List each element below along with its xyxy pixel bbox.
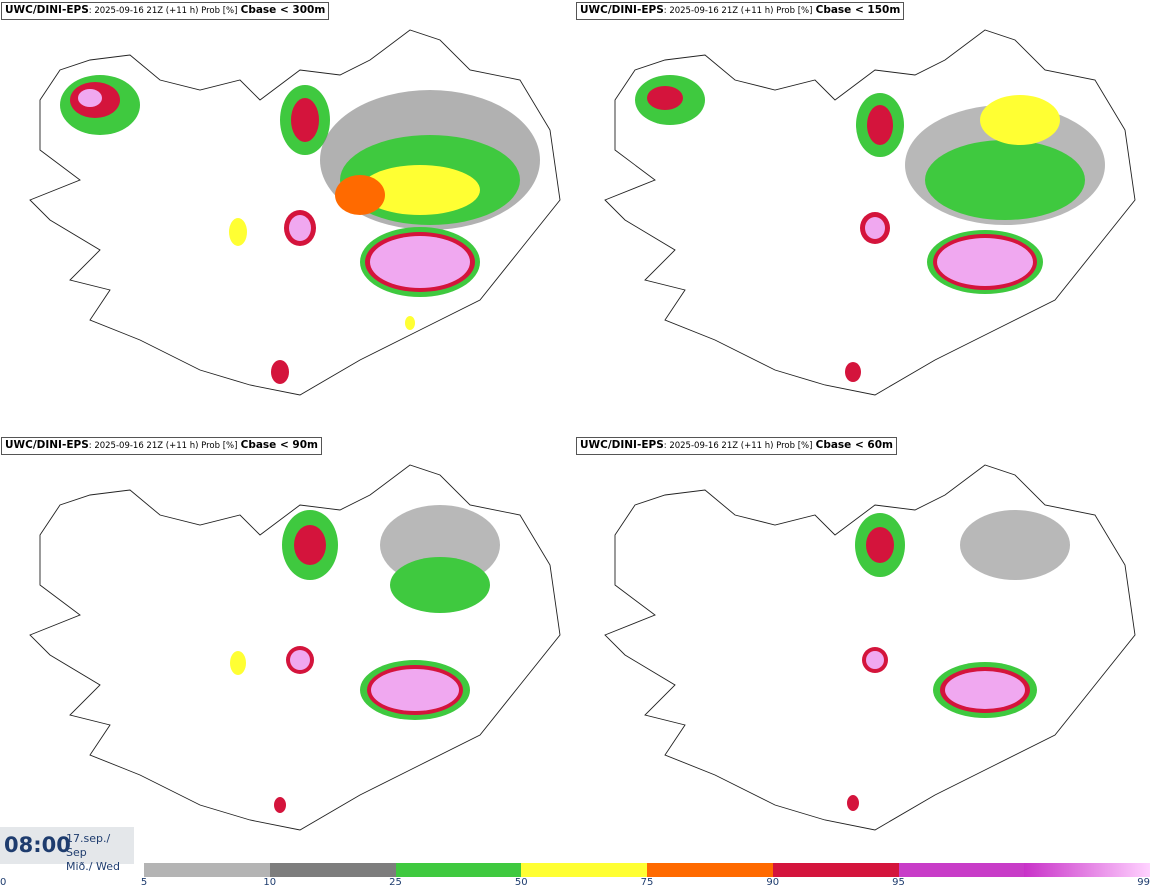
map-panel-90m: UWC/DINI-EPS: 2025-09-16 21Z (+11 h) Pro… <box>0 435 575 870</box>
valid-time: 08:00 <box>4 833 71 857</box>
legend-swatch <box>144 863 270 877</box>
legend-tick-label: 10 <box>263 877 277 888</box>
map-panel-300m: UWC/DINI-EPS: 2025-09-16 21Z (+11 h) Pro… <box>0 0 575 435</box>
panel-title: UWC/DINI-EPS: 2025-09-16 21Z (+11 h) Pro… <box>576 2 905 20</box>
legend-tick-label: 50 <box>514 877 528 888</box>
panel-title: UWC/DINI-EPS: 2025-09-16 21Z (+11 h) Pro… <box>1 437 322 455</box>
legend-tick-label: 99 <box>1137 877 1150 888</box>
valid-date: 17.sep./ Sep Mið./ Wed <box>66 832 120 873</box>
probability-overlay <box>635 75 1105 382</box>
legend-tick-label: 5 <box>140 877 148 888</box>
iceland-map <box>29 464 561 831</box>
coastline <box>29 464 561 831</box>
legend-swatch <box>269 863 396 877</box>
iceland-map <box>29 29 561 396</box>
coastline <box>29 29 561 396</box>
legend-swatch <box>395 863 522 877</box>
legend-swatch <box>1024 863 1150 877</box>
map-panel-150m: UWC/DINI-EPS: 2025-09-16 21Z (+11 h) Pro… <box>575 0 1150 435</box>
legend-tick-label: 95 <box>892 877 905 888</box>
coastline <box>604 464 1136 831</box>
iceland-map <box>604 464 1136 831</box>
legend-swatch <box>521 863 647 877</box>
legend-swatch <box>772 863 899 877</box>
probability-overlay <box>847 510 1070 811</box>
valid-time-box: 08:00 17.sep./ Sep Mið./ Wed <box>0 827 134 873</box>
map-panel-60m: UWC/DINI-EPS: 2025-09-16 21Z (+11 h) Pro… <box>575 435 1150 870</box>
coastline <box>604 29 1136 396</box>
iceland-map <box>604 29 1136 396</box>
legend-tick-label: 0 <box>0 877 7 888</box>
legend-tick-label: 75 <box>640 877 654 888</box>
color-legend <box>144 863 1150 877</box>
panel-title: UWC/DINI-EPS: 2025-09-16 21Z (+11 h) Pro… <box>576 437 897 455</box>
legend-swatch <box>647 863 773 877</box>
probability-overlay <box>60 75 540 384</box>
legend-tick-label: 25 <box>389 877 402 888</box>
legend-tick-label: 90 <box>766 877 780 888</box>
panel-title: UWC/DINI-EPS: 2025-09-16 21Z (+11 h) Pro… <box>1 2 330 20</box>
probability-overlay <box>230 505 500 813</box>
legend-swatch <box>898 863 1025 877</box>
